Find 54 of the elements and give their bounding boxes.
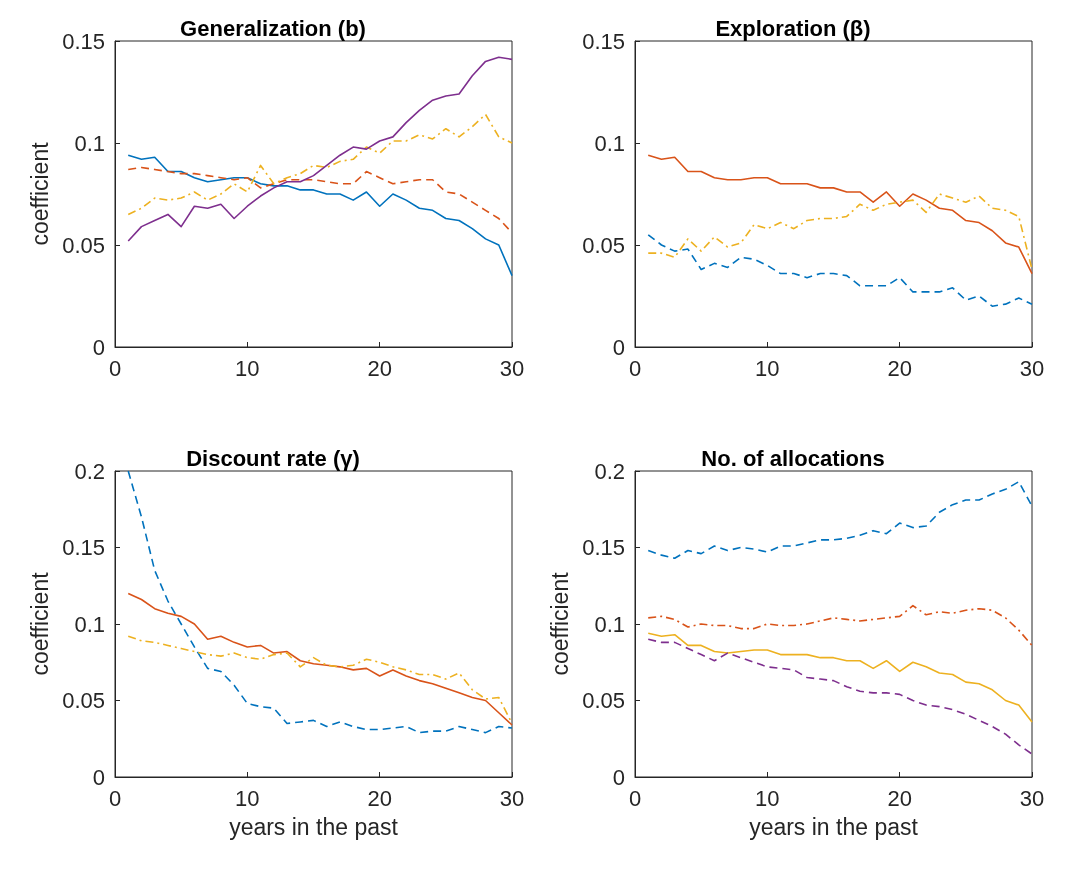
x-tick-label: 20 xyxy=(367,785,392,811)
y-tick-label: 0.05 xyxy=(582,688,625,713)
x-tick-label: 30 xyxy=(1019,355,1045,381)
x-tick-label: 20 xyxy=(367,355,392,381)
chart-title: No. of allocations xyxy=(701,445,885,471)
line-series xyxy=(647,632,1033,723)
x-tick-label: 0 xyxy=(628,355,642,381)
y-tick-label: 0.1 xyxy=(74,611,105,637)
y-axis-title: coefficient xyxy=(546,571,573,676)
y-tick-label: 0.1 xyxy=(74,130,105,156)
y-tick-label: 0.1 xyxy=(594,611,625,637)
chart-title: Discount rate (γ) xyxy=(186,445,360,471)
x-tick-label: 10 xyxy=(235,355,260,381)
y-tick-label: 0.15 xyxy=(62,28,105,54)
line-series xyxy=(127,56,513,242)
x-tick-label: 20 xyxy=(887,355,912,381)
chart-title: Exploration (β) xyxy=(715,15,871,41)
line-series xyxy=(127,113,513,216)
y-tick-label: 0.2 xyxy=(74,458,105,484)
x-tick-label: 10 xyxy=(235,785,260,811)
y-tick-label: 0.15 xyxy=(62,535,105,560)
x-tick-label: 20 xyxy=(887,785,912,811)
line-series xyxy=(127,592,513,726)
line-series xyxy=(127,470,513,734)
y-tick-label: 0.15 xyxy=(582,535,625,560)
line-series xyxy=(127,154,513,277)
line-series xyxy=(647,638,1033,755)
y-tick-label: 0.2 xyxy=(594,458,625,484)
x-tick-label: 30 xyxy=(499,785,525,811)
x-tick-label: 0 xyxy=(108,355,122,381)
y-axis-title: coefficient xyxy=(26,571,53,676)
x-tick-label: 10 xyxy=(755,355,780,381)
x-axis-title: years in the past xyxy=(749,813,919,840)
y-tick-label: 0.1 xyxy=(594,130,625,156)
line-series xyxy=(647,480,1033,560)
y-tick-label: 0 xyxy=(612,334,625,360)
y-tick-label: 0.05 xyxy=(62,688,105,713)
y-tick-label: 0 xyxy=(92,764,105,790)
line-series xyxy=(647,604,1033,647)
y-axis-title: coefficient xyxy=(26,141,53,246)
x-tick-label: 0 xyxy=(108,785,122,811)
x-tick-label: 0 xyxy=(628,785,642,811)
chart-title: Generalization (b) xyxy=(180,15,366,41)
x-tick-label: 30 xyxy=(1019,785,1045,811)
y-tick-label: 0.05 xyxy=(582,232,625,258)
y-tick-label: 0 xyxy=(612,764,625,790)
y-tick-label: 0 xyxy=(92,334,105,360)
x-tick-label: 30 xyxy=(499,355,525,381)
x-axis-title: years in the past xyxy=(229,813,399,840)
y-tick-label: 0.05 xyxy=(62,232,105,258)
line-series xyxy=(647,234,1033,307)
y-tick-label: 0.15 xyxy=(582,28,625,54)
line-series xyxy=(647,154,1033,275)
x-tick-label: 10 xyxy=(755,785,780,811)
